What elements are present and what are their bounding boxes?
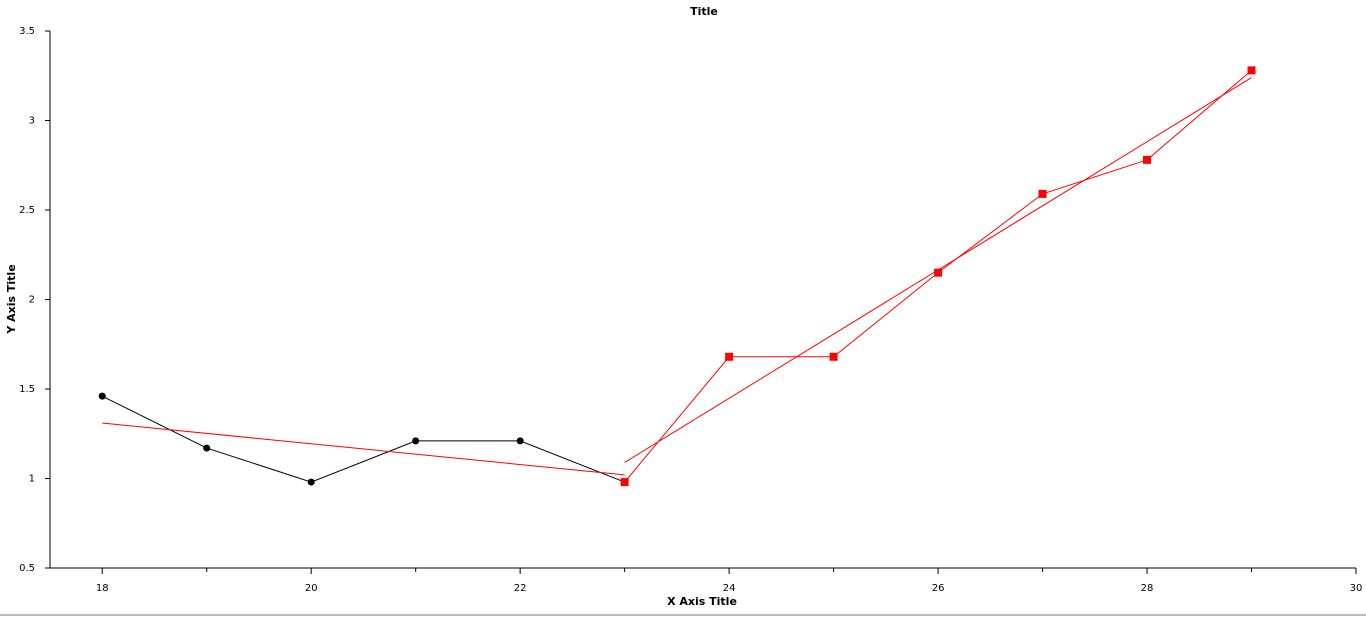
point	[934, 268, 943, 277]
point	[516, 437, 524, 445]
y-tick-label: 1	[29, 474, 35, 485]
y-tick-label: 0.5	[19, 563, 35, 574]
x-tick-label: 22	[514, 583, 527, 594]
x-tick-label: 26	[932, 583, 945, 594]
point	[829, 352, 838, 361]
point	[725, 352, 734, 361]
chart-title: Title	[690, 5, 718, 18]
point	[1247, 66, 1256, 75]
series-line	[102, 422, 625, 476]
x-tick-label: 20	[305, 583, 318, 594]
y-tick-label: 3	[29, 116, 35, 127]
y-tick-label: 2	[29, 295, 35, 306]
point	[620, 478, 629, 487]
y-tick-label: 1.5	[19, 384, 35, 395]
y-tick-label: 2.5	[19, 205, 35, 216]
x-tick-label: 28	[1141, 583, 1154, 594]
y-axis-title: Y Axis Title	[5, 264, 18, 334]
y-tick-label: 3.5	[19, 26, 35, 37]
point	[307, 478, 315, 486]
point	[98, 392, 106, 400]
x-axis-title: X Axis Title	[667, 595, 737, 608]
point	[1038, 189, 1047, 198]
point	[203, 444, 211, 452]
series-line	[102, 395, 625, 483]
x-tick-label: 24	[723, 583, 736, 594]
series-line	[624, 77, 1252, 463]
point	[412, 437, 420, 445]
x-tick-label: 18	[96, 583, 109, 594]
point	[1143, 155, 1152, 164]
x-tick-label: 30	[1350, 583, 1363, 594]
